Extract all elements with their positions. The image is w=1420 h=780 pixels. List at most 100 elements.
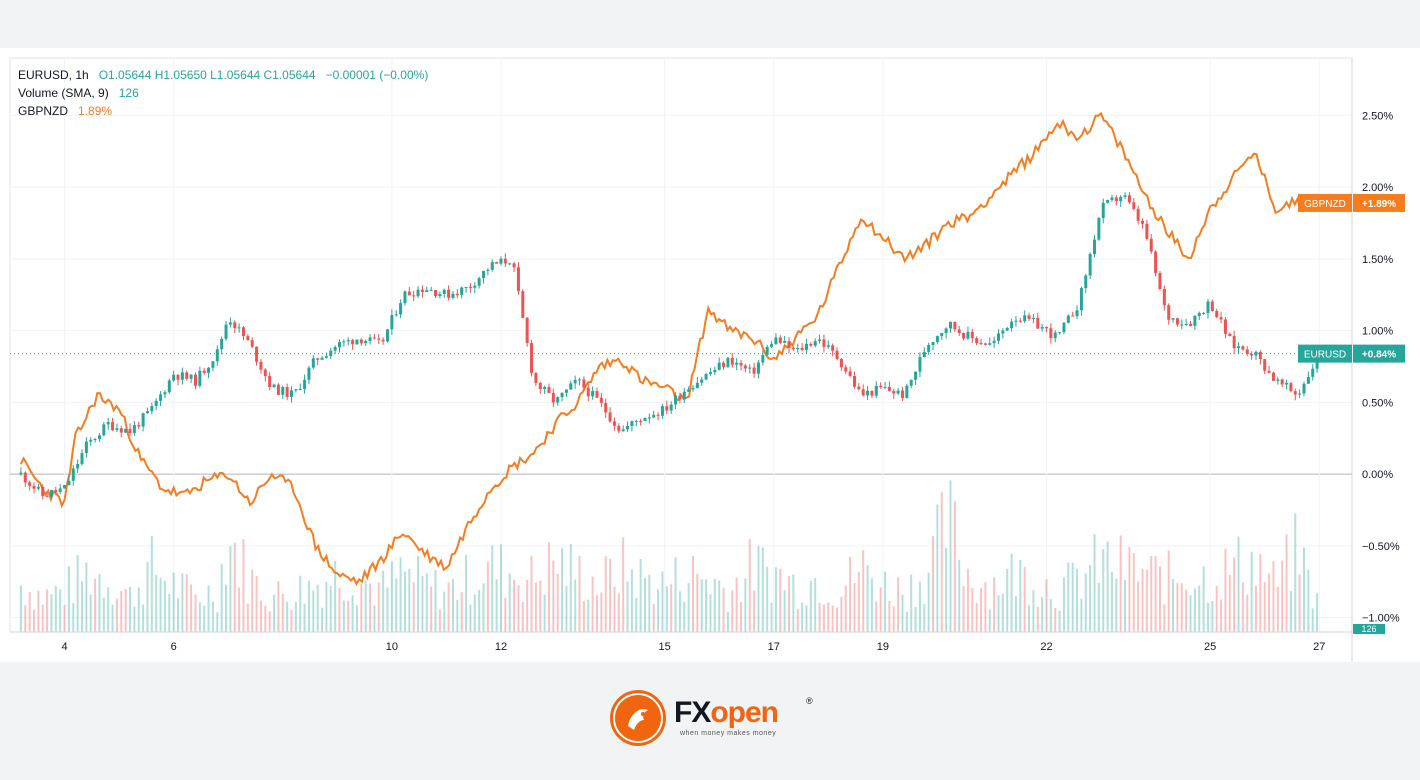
volume-bar — [809, 580, 812, 632]
candle-body — [193, 374, 197, 386]
logo-open: open — [710, 696, 779, 729]
eurusd-price-tag: EURUSD +0.84% — [1298, 344, 1405, 363]
candle-body — [874, 385, 878, 396]
candle-body — [1167, 305, 1171, 320]
volume-bar — [1180, 583, 1183, 632]
volume-bar — [831, 605, 834, 632]
candle-body — [1162, 288, 1166, 306]
volume-bar — [604, 556, 607, 632]
volume-bar — [757, 546, 760, 632]
volume-bar — [1294, 513, 1297, 632]
volume-bar — [569, 543, 572, 632]
volume-bar — [1132, 553, 1135, 632]
volume-bar — [892, 606, 895, 632]
volume-bar — [617, 593, 620, 632]
volume-bar — [465, 554, 468, 632]
compare-layer — [19, 111, 1317, 586]
volume-bar — [142, 604, 145, 632]
volume-bar — [1224, 548, 1227, 632]
volume-bar — [692, 555, 695, 632]
volume-bar — [1193, 588, 1196, 632]
candle-body — [1141, 220, 1145, 224]
candle-body — [975, 338, 979, 344]
candle-body — [215, 349, 219, 362]
volume-bar — [133, 606, 136, 632]
candle-body — [586, 387, 590, 397]
candle-body — [128, 428, 132, 434]
volume-bar — [932, 536, 935, 632]
candle-body — [1093, 239, 1097, 255]
volume-bar — [966, 568, 969, 632]
gbpnzd-price-tag-name-box — [1298, 193, 1352, 212]
candle-body — [281, 386, 285, 395]
volume-bar — [115, 598, 118, 632]
x-tick-label: 19 — [877, 641, 889, 653]
volume-bar — [33, 609, 36, 632]
candle-body — [691, 388, 695, 390]
volume-bar — [936, 504, 939, 632]
candle-body — [708, 372, 712, 375]
candle-body — [1027, 315, 1031, 319]
volume-bar — [792, 574, 795, 632]
volume-bar — [137, 587, 140, 632]
candle-body — [516, 267, 520, 292]
candle-body — [1158, 273, 1162, 289]
volume-bar — [277, 581, 280, 632]
volume-bar — [1298, 574, 1301, 632]
volume-bar — [347, 600, 350, 632]
volume-bar — [788, 576, 791, 632]
candle-body — [617, 425, 621, 432]
legend-compare-row: GBPNZD 1.89% — [18, 102, 428, 120]
x-tick-label: 4 — [61, 641, 67, 653]
volume-bar — [299, 575, 302, 632]
volume-layer — [19, 480, 1319, 632]
candle-body — [1193, 315, 1197, 326]
volume-bar — [1019, 559, 1022, 632]
volume-bar — [561, 548, 564, 632]
volume-bar — [888, 600, 891, 632]
candle-body — [250, 340, 254, 347]
volume-bar — [364, 580, 367, 632]
volume-bar — [203, 605, 206, 632]
volume-bar — [430, 586, 433, 632]
candle-body — [534, 372, 538, 383]
volume-bar — [766, 566, 769, 632]
candle-body — [717, 362, 721, 370]
volume-bar — [1281, 560, 1284, 632]
candle-body — [665, 406, 669, 411]
volume-bar — [338, 588, 341, 632]
candle-body — [1263, 359, 1267, 371]
volume-bar — [565, 585, 568, 632]
candle-body — [54, 489, 58, 492]
volume-bar — [1067, 562, 1070, 632]
volume-tag: 126 — [1353, 624, 1385, 634]
candle-body — [473, 285, 477, 288]
candle-body — [1106, 199, 1110, 203]
price-chart[interactable]: 2.50% 2.00% 1.50% 1.00% 0.50% 0.00% −0.50% −1.0… — [0, 48, 1420, 662]
candle-body — [447, 289, 451, 298]
volume-bar — [1316, 593, 1319, 632]
volume-bar — [901, 594, 904, 632]
volume-bar — [945, 547, 948, 632]
candle-body — [957, 329, 961, 333]
candle-body — [1293, 391, 1297, 395]
volume-bar — [984, 582, 987, 632]
volume-bar — [1028, 605, 1031, 632]
volume-bar — [412, 582, 415, 632]
candle-body — [992, 340, 996, 344]
volume-bar — [779, 568, 782, 632]
volume-bar — [670, 584, 673, 632]
y-tick-label: 1.50% — [1362, 254, 1393, 266]
candle-body — [1311, 368, 1315, 377]
y-tick-label: 2.00% — [1362, 182, 1393, 194]
candle-body — [198, 370, 202, 386]
volume-bar — [1268, 573, 1271, 632]
candle-body — [390, 314, 394, 330]
candle-body — [84, 441, 88, 454]
candle-body — [145, 411, 149, 414]
candle-body — [1245, 349, 1249, 355]
candle-body — [756, 362, 760, 374]
volume-bar — [744, 578, 747, 632]
volume-bar — [1097, 582, 1100, 632]
candle-body — [695, 382, 699, 389]
